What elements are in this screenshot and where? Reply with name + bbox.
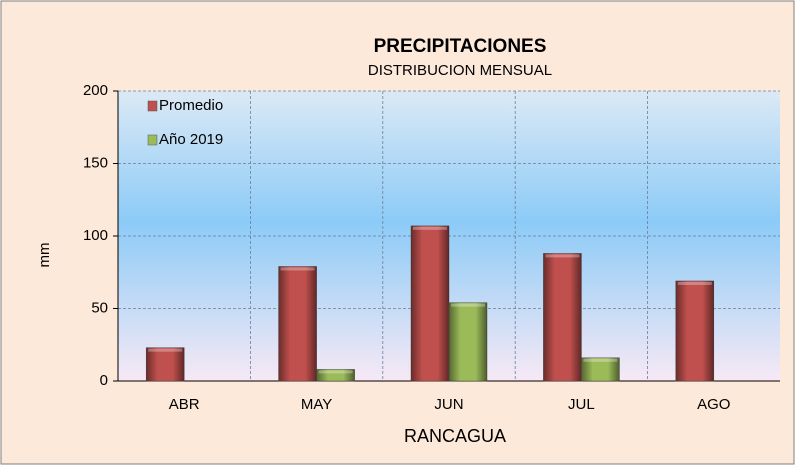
legend-swatch [147, 100, 158, 112]
chart-subtitle: DISTRIBUCION MENSUAL [368, 62, 552, 79]
legend-label: Promedio [159, 97, 223, 114]
bar-shading [449, 302, 487, 381]
bar-shading [146, 347, 185, 381]
bar-cap [318, 370, 353, 374]
x-axis-label: RANCAGUA [404, 426, 506, 446]
x-tick-label: JUN [434, 396, 463, 413]
bar-cap [583, 358, 618, 362]
bar-shading [675, 280, 714, 381]
chart-title: PRECIPITACIONES [374, 36, 547, 57]
x-tick-label: MAY [301, 396, 332, 413]
bar-shading [543, 253, 582, 381]
y-tick-label: 0 [100, 372, 108, 389]
bar-shading [278, 266, 317, 381]
y-tick-label: 150 [83, 154, 108, 171]
x-tick-label: AGO [697, 396, 730, 413]
bar-cap [545, 254, 580, 258]
bar-shading [581, 357, 620, 381]
y-tick-label: 100 [83, 227, 108, 244]
bar-shading [316, 369, 355, 381]
legend-swatch [147, 134, 158, 146]
bar-shading [411, 225, 449, 381]
legend-label: Año 2019 [159, 131, 223, 148]
x-tick-label: JUL [568, 396, 595, 413]
bar-cap [280, 267, 315, 271]
bar-cap [451, 303, 485, 307]
y-axis-label: mm [36, 243, 53, 268]
y-tick-label: 200 [83, 82, 108, 99]
bar-cap [413, 226, 447, 230]
bar-cap [148, 348, 183, 352]
bar-cap [677, 281, 712, 285]
y-tick-label: 50 [91, 299, 108, 316]
x-tick-label: ABR [169, 396, 200, 413]
